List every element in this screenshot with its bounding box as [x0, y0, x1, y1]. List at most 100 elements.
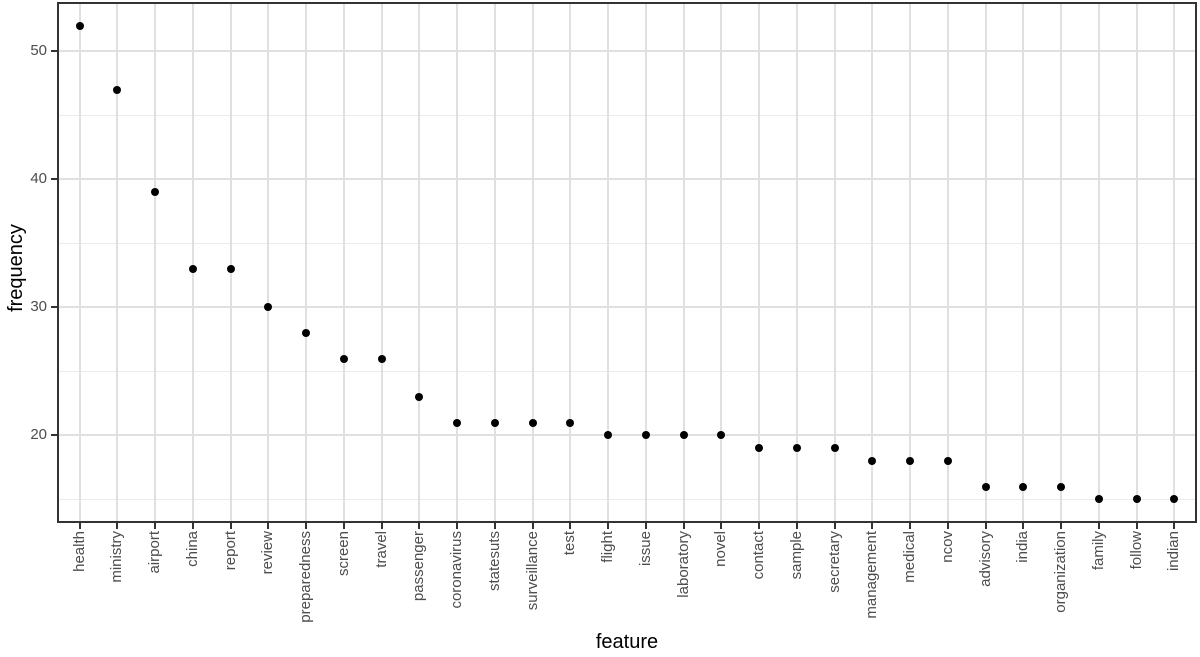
category-gridline: [305, 2, 308, 523]
minor-gridline: [57, 498, 1197, 500]
x-tick-mark: [833, 523, 836, 529]
x-tick-mark: [380, 523, 383, 529]
category-gridline: [342, 2, 345, 523]
category-gridline: [871, 2, 874, 523]
data-point: [302, 328, 311, 337]
x-tick-label: ncov: [938, 531, 956, 563]
data-point: [188, 264, 197, 273]
x-tick-label: management: [863, 531, 881, 619]
x-tick-label: flight: [599, 531, 617, 563]
category-gridline: [1097, 2, 1100, 523]
data-point: [981, 482, 990, 491]
category-gridline: [116, 2, 119, 523]
x-tick-label: travel: [372, 531, 390, 568]
x-tick-label: report: [221, 531, 239, 571]
y-axis-title: frequency: [5, 224, 27, 312]
x-tick-label: contact: [750, 531, 768, 580]
category-gridline: [795, 2, 798, 523]
major-gridline: [57, 50, 1197, 53]
data-point: [151, 188, 160, 197]
minor-gridline: [57, 370, 1197, 372]
x-tick-mark: [456, 523, 459, 529]
x-tick-mark: [1022, 523, 1025, 529]
x-tick-label: health: [70, 531, 88, 572]
category-gridline: [493, 2, 496, 523]
category-gridline: [191, 2, 194, 523]
x-tick-label: airport: [146, 531, 164, 574]
category-gridline: [946, 2, 949, 523]
data-point: [339, 354, 348, 363]
x-tick-label: passenger: [410, 531, 428, 602]
x-tick-mark: [418, 523, 421, 529]
data-point: [792, 444, 801, 453]
x-axis-title: feature: [595, 631, 659, 653]
category-gridline: [154, 2, 157, 523]
x-tick-label: screen: [334, 531, 352, 577]
x-tick-label: china: [183, 531, 201, 567]
x-tick-mark: [607, 523, 610, 529]
category-gridline: [1022, 2, 1025, 523]
x-tick-mark: [644, 523, 647, 529]
data-point: [868, 456, 877, 465]
major-gridline: [57, 434, 1197, 437]
data-point: [264, 303, 273, 312]
x-tick-label: statesuts: [485, 531, 503, 592]
data-point: [1057, 482, 1066, 491]
x-tick-label: preparedness: [297, 531, 315, 623]
y-tick-label: 20: [30, 426, 47, 444]
data-point: [906, 456, 915, 465]
x-tick-label: india: [1014, 531, 1032, 563]
data-point: [453, 418, 462, 427]
y-tick-mark: [51, 178, 57, 181]
x-tick-mark: [1135, 523, 1138, 529]
x-tick-mark: [946, 523, 949, 529]
data-point: [1170, 495, 1179, 504]
x-tick-mark: [871, 523, 874, 529]
y-tick-mark: [51, 50, 57, 53]
x-tick-label: ministry: [108, 531, 126, 583]
x-tick-label: test: [561, 531, 579, 556]
plot-panel: [57, 2, 1197, 523]
data-point: [528, 418, 537, 427]
data-point: [1094, 495, 1103, 504]
data-point: [755, 444, 764, 453]
x-tick-mark: [342, 523, 345, 529]
category-gridline: [267, 2, 270, 523]
x-tick-label: advisory: [976, 531, 994, 587]
data-point: [641, 431, 650, 440]
x-tick-mark: [984, 523, 987, 529]
y-tick-label: 50: [30, 42, 47, 60]
x-tick-mark: [267, 523, 270, 529]
category-gridline: [644, 2, 647, 523]
x-tick-mark: [229, 523, 232, 529]
data-point: [604, 431, 613, 440]
x-tick-label: review: [259, 531, 277, 575]
category-gridline: [569, 2, 572, 523]
category-gridline: [531, 2, 534, 523]
x-tick-label: sample: [787, 531, 805, 580]
category-gridline: [229, 2, 232, 523]
x-tick-mark: [531, 523, 534, 529]
y-tick-label: 30: [30, 298, 47, 316]
data-point: [1019, 482, 1028, 491]
category-gridline: [1135, 2, 1138, 523]
y-tick-mark: [51, 306, 57, 309]
category-gridline: [1060, 2, 1063, 523]
x-tick-mark: [1060, 523, 1063, 529]
data-point: [226, 264, 235, 273]
category-gridline: [380, 2, 383, 523]
x-tick-label: medical: [901, 531, 919, 583]
category-gridline: [984, 2, 987, 523]
major-gridline: [57, 306, 1197, 309]
x-tick-label: laboratory: [674, 531, 692, 598]
x-tick-label: secretary: [825, 531, 843, 593]
data-point: [830, 444, 839, 453]
data-point: [1132, 495, 1141, 504]
major-gridline: [57, 178, 1197, 181]
x-tick-mark: [1173, 523, 1176, 529]
category-gridline: [607, 2, 610, 523]
data-point: [679, 431, 688, 440]
data-point: [717, 431, 726, 440]
x-tick-label: family: [1089, 531, 1107, 571]
